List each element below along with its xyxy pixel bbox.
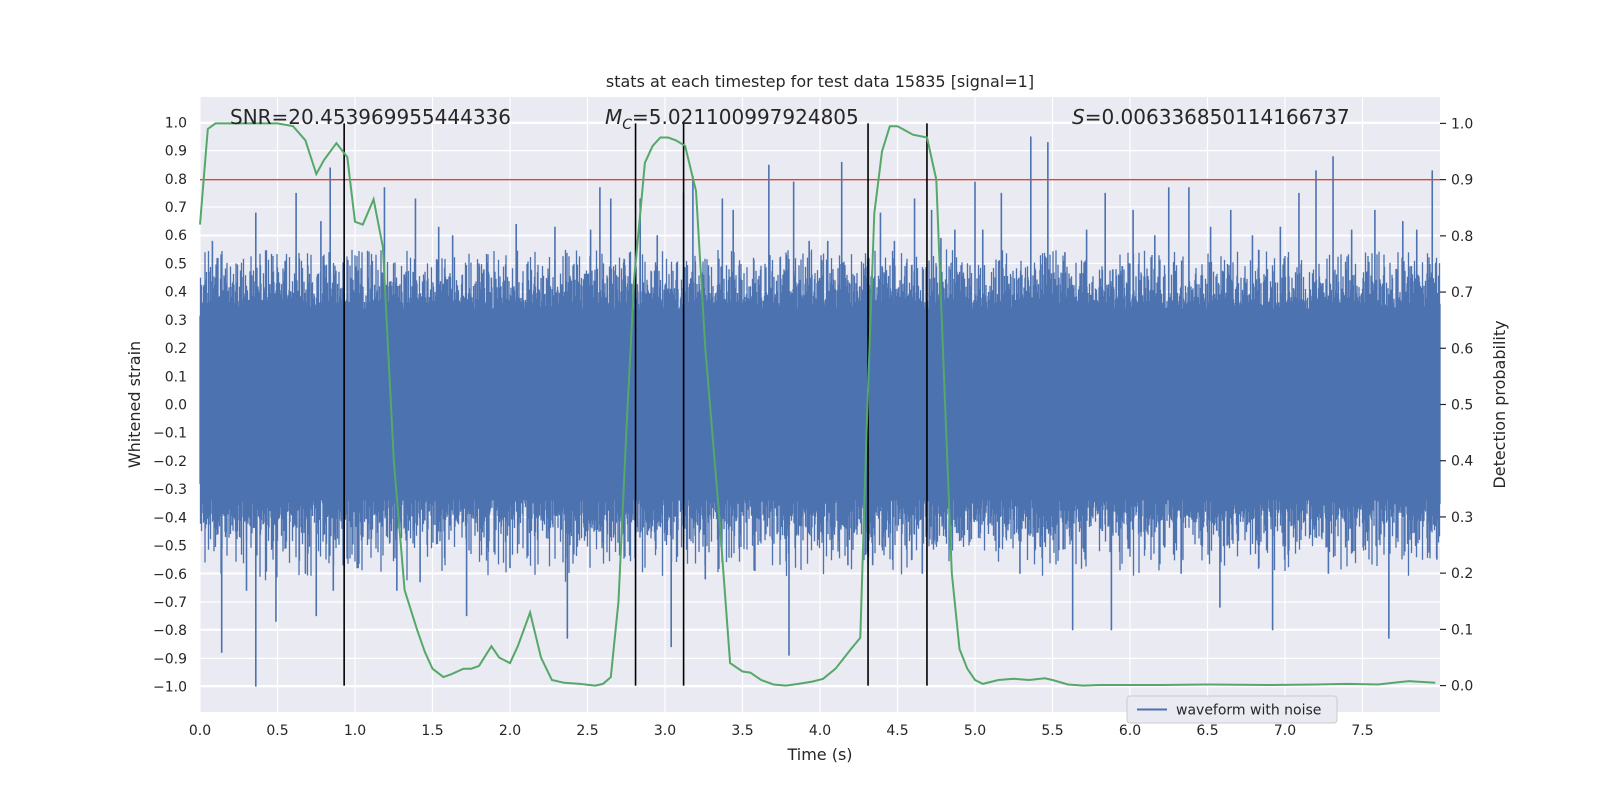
y2-axis-label: Detection probability — [1490, 320, 1509, 488]
y2-tick-label: 0.3 — [1451, 510, 1473, 526]
y2-tick-label: 1.0 — [1451, 116, 1473, 132]
y2-tick-label: 0.9 — [1451, 173, 1473, 189]
y2-tick-label: 0.8 — [1451, 229, 1473, 245]
y-tick-label: −0.8 — [153, 623, 187, 639]
x-tick-label: 5.0 — [964, 723, 986, 739]
s-annotation: S=0.006336850114166737 — [1072, 105, 1350, 129]
x-tick-label: 4.5 — [886, 723, 908, 739]
y2-tick-label: 0.0 — [1451, 679, 1473, 695]
probability-line — [199, 122, 1436, 687]
x-tick-label: 7.0 — [1274, 723, 1296, 739]
mc-subscript: C — [622, 117, 632, 133]
y-tick-label: −0.7 — [153, 595, 187, 611]
probability-series — [199, 122, 1436, 687]
y-tick-label: −0.3 — [153, 482, 187, 498]
x-tick-label: 3.0 — [654, 723, 676, 739]
y2-tick-label: 0.1 — [1451, 622, 1473, 638]
s-value: =0.006336850114166737 — [1085, 105, 1350, 129]
y-tick-label: 0.5 — [165, 256, 187, 272]
y2-tick-label: 0.2 — [1451, 566, 1473, 582]
y-tick-label: −0.9 — [153, 651, 187, 667]
x-tick-label: 6.0 — [1119, 723, 1141, 739]
x-tick-label: 2.0 — [499, 723, 521, 739]
x-tick-label: 1.5 — [421, 723, 443, 739]
snr-annotation: SNR=20.453969955444336 — [230, 105, 511, 129]
x-tick-label: 0.5 — [266, 723, 288, 739]
y-tick-label: 0.6 — [165, 228, 187, 244]
x-tick-label: 0.0 — [189, 723, 211, 739]
legend-box — [1126, 695, 1338, 724]
x-tick-label: 7.5 — [1351, 723, 1373, 739]
x-tick-label: 5.5 — [1041, 723, 1063, 739]
y-tick-label: 0.7 — [165, 200, 187, 216]
chirp-mass-annotation: MC=5.021100997924805 — [605, 105, 859, 133]
y2-tick-label: 0.7 — [1451, 285, 1473, 301]
mc-symbol: M — [605, 105, 622, 129]
y-tick-label: 0.1 — [165, 369, 187, 385]
s-symbol: S — [1072, 105, 1085, 129]
y-tick-label: 1.0 — [165, 115, 187, 131]
y-tick-label: −0.2 — [153, 454, 187, 470]
y-tick-label: 0.8 — [165, 172, 187, 188]
y2-tick-label: 0.5 — [1451, 398, 1473, 414]
legend: waveform with noise — [1126, 695, 1338, 724]
y-tick-label: 0.4 — [165, 285, 187, 301]
y-tick-label: 0.3 — [165, 313, 187, 329]
y-tick-label: −0.5 — [153, 539, 187, 555]
y-tick-label: −0.6 — [153, 567, 187, 583]
legend-label: waveform with noise — [1176, 703, 1321, 719]
chart-title: stats at each timestep for test data 158… — [606, 72, 1034, 91]
x-tick-label: 4.0 — [809, 723, 831, 739]
y2-tick-label: 0.6 — [1451, 341, 1473, 357]
strain-series — [199, 136, 1441, 687]
strain-noise-core — [200, 308, 1440, 501]
mc-value: =5.021100997924805 — [632, 105, 859, 129]
x-tick-label: 3.5 — [731, 723, 753, 739]
y-tick-label: −0.1 — [153, 426, 187, 442]
axes-ticks: 0.0 0.5 1.0 1.5 2.0 2.5 3.0 3.5 4.0 4.5 5.0 5.5 6.0 6… — [153, 115, 1473, 739]
x-tick-label: 2.5 — [576, 723, 598, 739]
x-tick-label: 6.5 — [1196, 723, 1218, 739]
x-tick-label: 1.0 — [344, 723, 366, 739]
y-tick-label: 0.9 — [165, 144, 187, 160]
x-axis-label: Time (s) — [786, 745, 852, 764]
y-tick-label: −1.0 — [153, 680, 187, 696]
y-axis-label: Whitened strain — [125, 341, 144, 468]
y-tick-label: 0.2 — [165, 341, 187, 357]
y-tick-label: 0.0 — [165, 398, 187, 414]
y-tick-label: −0.4 — [153, 510, 187, 526]
y2-tick-label: 0.4 — [1451, 454, 1473, 470]
